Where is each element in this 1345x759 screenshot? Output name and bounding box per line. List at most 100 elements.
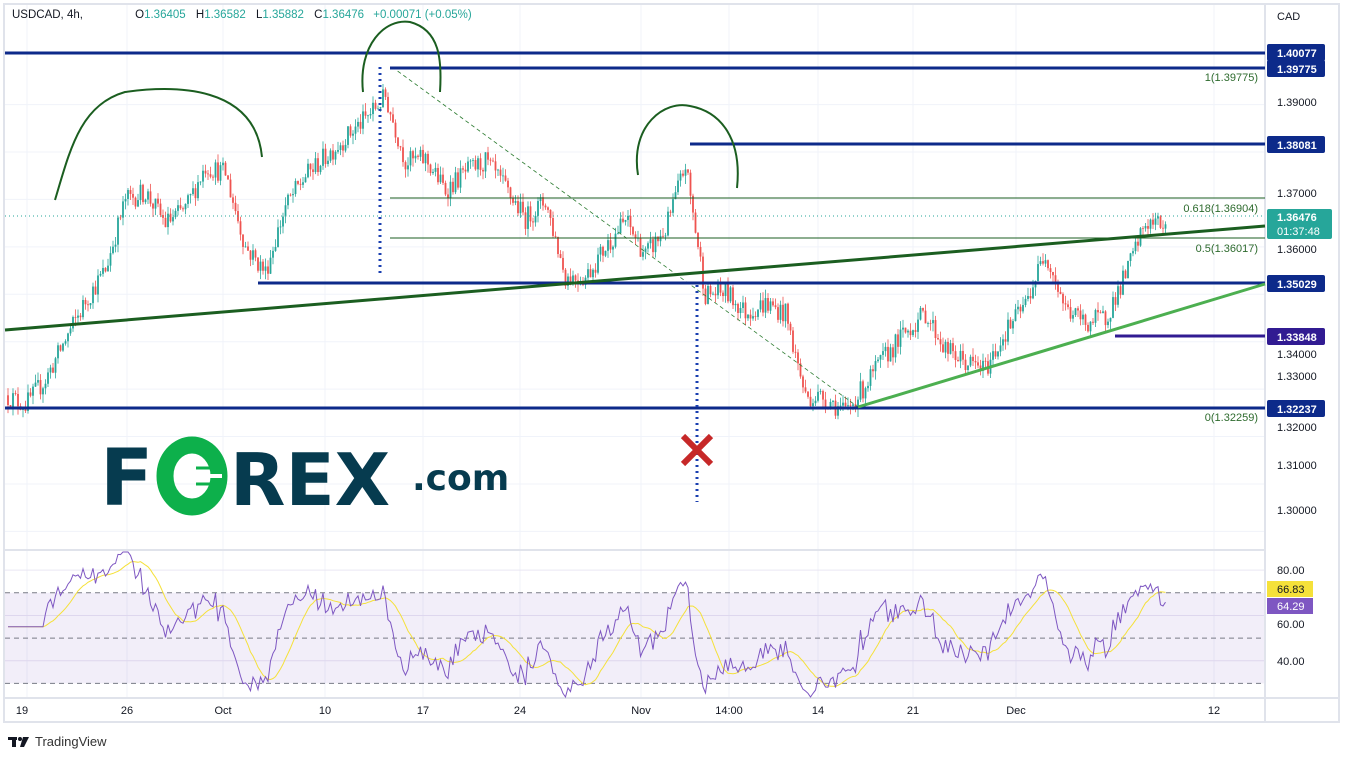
candle-body — [914, 330, 917, 332]
candle-body — [547, 207, 549, 210]
candle-body — [742, 302, 744, 309]
candle-body — [634, 234, 637, 239]
candle — [1157, 212, 1159, 226]
candle-body — [217, 162, 219, 181]
candle — [1164, 221, 1167, 235]
candle-body — [437, 167, 439, 183]
candle — [882, 343, 884, 360]
candle — [862, 379, 864, 403]
candle — [187, 193, 189, 209]
candle-body — [242, 234, 244, 247]
candle-body — [659, 235, 662, 242]
candle-body — [829, 401, 832, 408]
candle — [1084, 313, 1087, 331]
symbol-label[interactable]: USDCAD, 4h, — [12, 9, 83, 21]
candle-body — [504, 175, 507, 181]
candle-body — [284, 205, 287, 217]
candle — [994, 343, 997, 359]
candle — [854, 396, 857, 413]
candle-body — [864, 388, 867, 399]
candle — [1027, 287, 1029, 302]
candle-body — [697, 232, 699, 248]
candle-body — [602, 246, 604, 256]
open-label: O — [135, 9, 145, 21]
candle — [222, 157, 224, 171]
rsi-axis[interactable]: 80.00 60.00 40.00 66.83 64.29 — [1267, 565, 1313, 668]
candle — [492, 157, 494, 163]
candle — [179, 197, 182, 210]
candle-body — [794, 351, 797, 353]
candle — [914, 322, 917, 338]
candle — [209, 166, 212, 179]
candle — [452, 177, 454, 195]
candle-body — [1064, 303, 1067, 305]
candle-body — [367, 115, 369, 117]
candle — [1152, 213, 1154, 230]
candle-body — [439, 174, 442, 183]
candle-body — [469, 160, 472, 162]
candle-body — [1149, 219, 1152, 229]
candle — [564, 268, 567, 289]
time-axis[interactable]: 19 26 Oct 10 17 24 Nov 14:00 14 21 Dec 1… — [16, 705, 1220, 717]
candle-body — [669, 211, 672, 213]
candle — [327, 156, 329, 167]
candle-body — [1047, 260, 1049, 269]
grid — [5, 5, 1265, 698]
candle-body — [689, 172, 692, 196]
candle-body — [39, 380, 42, 395]
candle-body — [174, 210, 177, 218]
candle — [309, 163, 312, 177]
candle-body — [342, 145, 344, 151]
candle-body — [994, 351, 997, 357]
candle-body — [632, 227, 634, 235]
candle-body — [94, 286, 97, 295]
candle — [167, 206, 169, 235]
candle-body — [654, 236, 657, 253]
candle — [542, 192, 544, 211]
candle-body — [714, 293, 717, 296]
candle — [957, 356, 959, 362]
candle — [559, 250, 562, 259]
candle — [409, 147, 412, 172]
candle-body — [822, 391, 824, 400]
candle — [202, 164, 204, 188]
trendline-dark-green — [4, 224, 1266, 332]
candle-body — [732, 287, 734, 306]
candle — [752, 307, 754, 321]
candle-body — [424, 153, 427, 164]
tradingview-brand[interactable]: TradingView — [8, 734, 107, 749]
low-label: L — [255, 9, 263, 21]
candle — [782, 296, 784, 327]
candle-body — [1132, 251, 1134, 254]
candle-body — [97, 275, 99, 295]
candle — [287, 193, 289, 210]
price-axis[interactable]: CAD 1.39000 1.37000 1.36000 1.34000 1.33… — [1267, 11, 1332, 517]
candle — [804, 379, 807, 394]
candle — [1069, 298, 1072, 322]
candle — [1109, 317, 1112, 330]
candle — [369, 108, 372, 119]
high-value: 1.36582 — [204, 9, 246, 21]
candle — [869, 365, 872, 391]
candle — [279, 220, 282, 235]
candle — [137, 193, 139, 208]
countdown-tag: 01:37:48 — [1277, 226, 1320, 238]
candle-body — [894, 334, 897, 358]
candle-body — [112, 246, 114, 254]
drawings[interactable]: 1(1.39775) 0.618(1.36904) 0.5(1.36017) 0… — [4, 20, 1266, 502]
candle — [802, 374, 804, 394]
candle — [229, 173, 232, 198]
candle-body — [104, 267, 107, 272]
candle-body — [87, 304, 89, 306]
candle — [142, 183, 144, 205]
candle — [17, 387, 19, 415]
candle-body — [544, 205, 547, 208]
candle-body — [959, 350, 962, 362]
candle-body — [449, 181, 452, 199]
candle — [549, 209, 552, 226]
candle — [139, 179, 142, 205]
candle — [1134, 238, 1137, 255]
candle-body — [277, 227, 279, 248]
candle — [759, 292, 762, 313]
